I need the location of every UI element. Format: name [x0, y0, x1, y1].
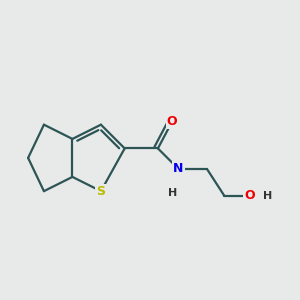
Text: O: O: [244, 189, 255, 203]
Text: H: H: [167, 188, 177, 198]
Text: H: H: [262, 191, 272, 201]
Text: S: S: [96, 185, 105, 198]
Text: N: N: [173, 163, 184, 176]
Text: O: O: [167, 115, 178, 128]
